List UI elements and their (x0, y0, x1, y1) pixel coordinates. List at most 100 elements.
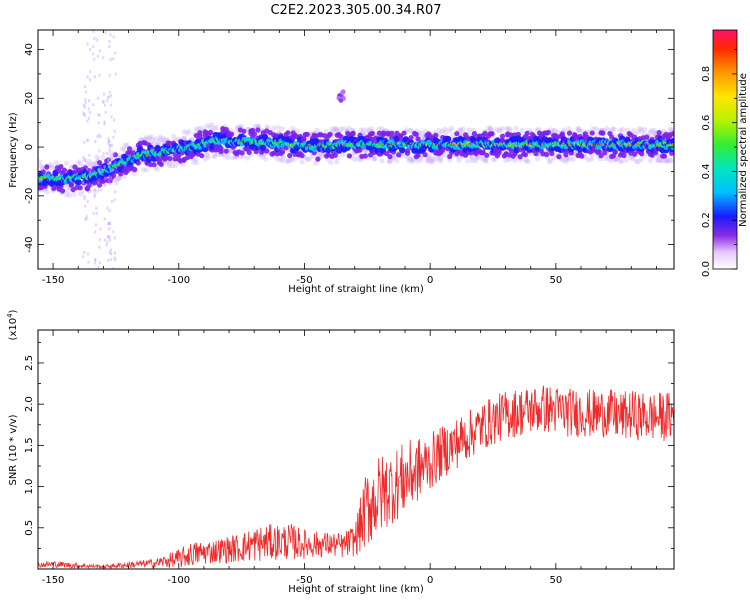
spectrogram-halo (465, 158, 471, 164)
spectrogram-cell (433, 132, 439, 138)
spectrogram-halo (448, 125, 454, 131)
spectrogram-halo (429, 156, 435, 163)
spectrogram-halo (641, 126, 647, 133)
spectrogram-halo (44, 189, 50, 195)
snr-x-tick-label: 0 (427, 575, 433, 586)
spectrogram-noise (112, 152, 115, 156)
colorbar-tick-label: 0.6 (701, 115, 712, 131)
spectrogram-halo (38, 163, 44, 169)
spectrogram-halo (303, 155, 310, 161)
spectrogram-noise (114, 51, 117, 55)
spectrogram-halo (166, 160, 172, 166)
spectrogram-noise (103, 120, 106, 124)
spectrogram-halo (329, 126, 335, 132)
spectrogram-halo (314, 127, 320, 133)
spectrogram-halo (198, 125, 204, 131)
spectrogram-halo (567, 156, 574, 162)
spectrogram-halo (151, 140, 157, 147)
spectrogram-halo (524, 158, 530, 164)
spectrogram-halo (391, 155, 397, 161)
spectrogram-halo (546, 159, 552, 165)
spectrogram-cell (158, 161, 164, 167)
spectrogram-halo (433, 156, 439, 162)
spectrogram-noise (114, 251, 117, 255)
spectrogram-noise (106, 235, 109, 239)
snr-y-axis-label: SNR (10 * v/v) (8, 414, 19, 485)
spectrogram-halo (294, 128, 301, 134)
snr-multiplier-prefix: (x10 (8, 318, 19, 341)
spectrogram-noise (114, 72, 117, 76)
spectrogram-noise (107, 159, 110, 163)
spectrogram-cell (387, 154, 393, 160)
spectrogram-halo (186, 128, 192, 135)
spectrogram-halo (588, 156, 595, 162)
spectrogram-cell (415, 152, 421, 159)
spectrogram-halo (169, 163, 175, 169)
snr-x-tick-label: -50 (296, 575, 312, 586)
spectrogram-halo (184, 130, 190, 136)
spectrogram-halo (334, 159, 340, 165)
spectrogram-y-axis-label: Frequency (Hz) (8, 112, 19, 188)
spectrogram-cell (357, 147, 363, 153)
spectrogram-halo (436, 155, 442, 161)
spectrogram-halo (154, 166, 160, 172)
spectrogram-cell (77, 185, 83, 191)
spectrogram-cell (68, 182, 75, 188)
spectrogram-halo (305, 157, 311, 163)
spectrogram-halo (279, 157, 285, 164)
spectrogram-cell (559, 131, 565, 137)
spectrogram-noise (113, 256, 116, 260)
spectrogram-halo (487, 125, 494, 132)
spectrogram-cell (508, 148, 514, 154)
spectrogram-halo (334, 126, 340, 133)
spectrogram-halo (285, 158, 291, 164)
spectrogram-noise (105, 243, 108, 247)
spectrogram-halo (89, 160, 95, 167)
spectrogram-noise (93, 37, 96, 41)
spectrogram-noise (88, 111, 91, 115)
spectrogram-cell (422, 152, 428, 158)
spectrogram-cell (167, 155, 173, 162)
spectrogram-halo (668, 158, 674, 164)
spectrogram-halo (472, 158, 479, 164)
spectrogram-x-tick-label: -50 (296, 275, 312, 286)
spectrogram-halo (181, 135, 187, 141)
spectrogram-noise (94, 257, 97, 261)
spectrogram-halo (204, 152, 210, 159)
colorbar-axes: 0.0 0.2 0.4 0.6 0.8 (701, 29, 738, 277)
spectrogram-y-tick-label: 40 (24, 43, 35, 56)
spectrogram-cell (598, 153, 604, 159)
spectrogram-halo (564, 156, 571, 162)
snr-x-axis-label: Height of straight line (km) (288, 584, 424, 595)
spectrogram-cell (556, 154, 562, 160)
spectrogram-halo (552, 128, 558, 134)
spectrogram-halo (505, 156, 512, 162)
spectrogram-halo (499, 126, 506, 132)
spectrogram-halo (181, 129, 187, 135)
spectrogram-halo (619, 158, 625, 165)
spectrogram-cell (75, 179, 82, 186)
spectrogram-noise (109, 103, 112, 107)
spectrogram-cell (396, 152, 402, 158)
spectrogram-noise (92, 103, 95, 107)
spectrogram-noise (112, 57, 115, 61)
spectrogram-halo (548, 158, 554, 164)
spectrogram-cell (130, 150, 136, 156)
spectrogram-halo (193, 159, 199, 166)
spectrogram-halo (667, 126, 673, 133)
spectrogram-halo (113, 180, 120, 186)
spectrogram-noise (106, 99, 109, 103)
spectrogram-halo (604, 126, 610, 132)
spectrogram-noise (85, 90, 88, 94)
snr-series-line (38, 385, 674, 569)
spectrogram-halo (512, 157, 518, 164)
colorbar: 0.0 0.2 0.4 0.6 0.8 Normalized spectral ampl… (701, 29, 749, 277)
spectrogram-halo (290, 125, 296, 132)
spectrogram-noise (102, 152, 105, 156)
spectrogram-cell (283, 145, 289, 151)
spectrogram-halo (613, 157, 619, 163)
spectrogram-halo (466, 127, 472, 133)
spectrogram-noise (82, 181, 85, 185)
spectrogram-noise (108, 147, 111, 151)
spectrogram-noise (92, 52, 95, 56)
